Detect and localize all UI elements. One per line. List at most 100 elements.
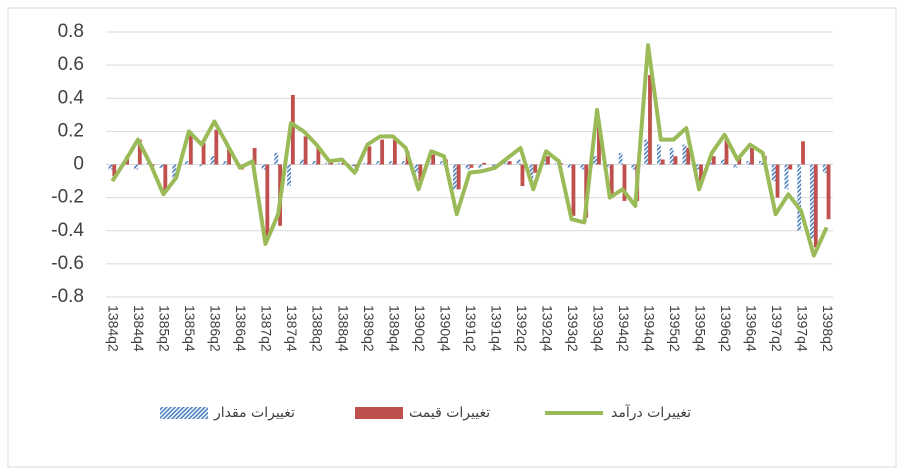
bar (159, 164, 164, 168)
bar (316, 147, 321, 165)
bar (389, 161, 393, 165)
bar (533, 164, 538, 173)
y-tick-label: -0.4 (51, 220, 84, 241)
bar (733, 164, 738, 168)
bar (414, 164, 419, 173)
bar (711, 156, 716, 165)
bar (593, 156, 598, 165)
x-tick-label: 1398q2 (820, 305, 836, 352)
bar (201, 142, 206, 165)
x-tick-label: 1391q4 (488, 305, 504, 352)
bar (669, 147, 674, 165)
bar (503, 161, 508, 165)
bar (418, 164, 423, 182)
bar (350, 164, 355, 167)
bar (491, 164, 496, 167)
bar (644, 139, 649, 165)
x-tick-label: 1388q2 (310, 305, 326, 352)
x-tick-label: 1386q2 (208, 305, 224, 352)
y-tick-label: 0.6 (58, 54, 84, 75)
bar (771, 164, 776, 182)
bar (338, 162, 342, 165)
x-tick-label: 1385q4 (182, 305, 198, 352)
x-tick-label: 1389q4 (386, 305, 402, 352)
y-tick-label: 0.4 (58, 87, 85, 108)
bar (609, 164, 614, 195)
bar (507, 161, 512, 165)
bar (380, 139, 385, 165)
bar (826, 164, 831, 220)
bar (112, 164, 117, 177)
y-tick-label: 0.2 (58, 120, 84, 141)
bar (163, 164, 168, 191)
bar (567, 164, 572, 168)
bar (656, 144, 661, 165)
bar (618, 152, 623, 165)
bar (673, 156, 678, 165)
bar (529, 164, 534, 182)
bar (775, 164, 780, 198)
x-tick-label: 1396q2 (718, 305, 734, 352)
bar (516, 159, 521, 165)
bar (784, 164, 789, 190)
x-tick-label: 1384q2 (106, 305, 122, 352)
bar (797, 164, 802, 231)
bar (622, 164, 627, 201)
bar (469, 164, 474, 168)
x-tick-label: 1392q2 (514, 305, 530, 352)
line (110, 43, 829, 258)
bar (214, 129, 219, 165)
bar (227, 147, 231, 165)
bar (185, 161, 189, 165)
bar (223, 161, 228, 165)
bar (580, 164, 585, 170)
x-tick-label: 1397q2 (769, 305, 785, 352)
bar (822, 164, 827, 173)
bar (810, 164, 814, 240)
y-tick-label: 0.8 (58, 21, 84, 42)
bar (456, 164, 461, 190)
legend-label: تغییرات مقدار (213, 405, 295, 421)
bar (631, 164, 636, 170)
bar (261, 164, 266, 170)
x-tick-label: 1395q2 (667, 305, 683, 352)
bar (801, 141, 805, 165)
bar (813, 164, 818, 248)
bar (287, 164, 291, 187)
bar (788, 164, 793, 170)
bar (265, 164, 270, 240)
bar (325, 162, 330, 165)
bar (660, 159, 665, 165)
bar (478, 164, 483, 168)
bar (695, 164, 700, 170)
legend-swatch (355, 407, 403, 419)
bar (605, 164, 610, 168)
x-tick-label: 1389q2 (361, 305, 377, 352)
bar (686, 147, 691, 165)
bar (465, 164, 470, 170)
x-tick-label: 1386q4 (233, 305, 249, 352)
bar (648, 75, 652, 165)
x-tick-label: 1387q2 (259, 305, 275, 352)
bar (252, 147, 257, 165)
bar (431, 154, 436, 165)
y-tick-label: -0.8 (51, 286, 84, 307)
bar (137, 139, 142, 165)
x-tick-label: 1395q4 (692, 305, 708, 352)
bar (746, 161, 751, 165)
bar (392, 139, 397, 165)
bar (452, 164, 457, 190)
x-tick-label: 1394q2 (616, 305, 632, 352)
y-tick-label: -0.2 (51, 187, 84, 208)
legend-label: تغییرات قیمت (409, 405, 490, 421)
x-tick-label: 1387q4 (284, 305, 300, 352)
bar (134, 164, 138, 170)
bar (367, 146, 372, 165)
bar (312, 161, 317, 165)
x-tick-label: 1393q4 (590, 305, 606, 352)
bar (571, 164, 576, 216)
bar (274, 152, 279, 165)
bar (597, 124, 601, 165)
bar (303, 136, 308, 165)
